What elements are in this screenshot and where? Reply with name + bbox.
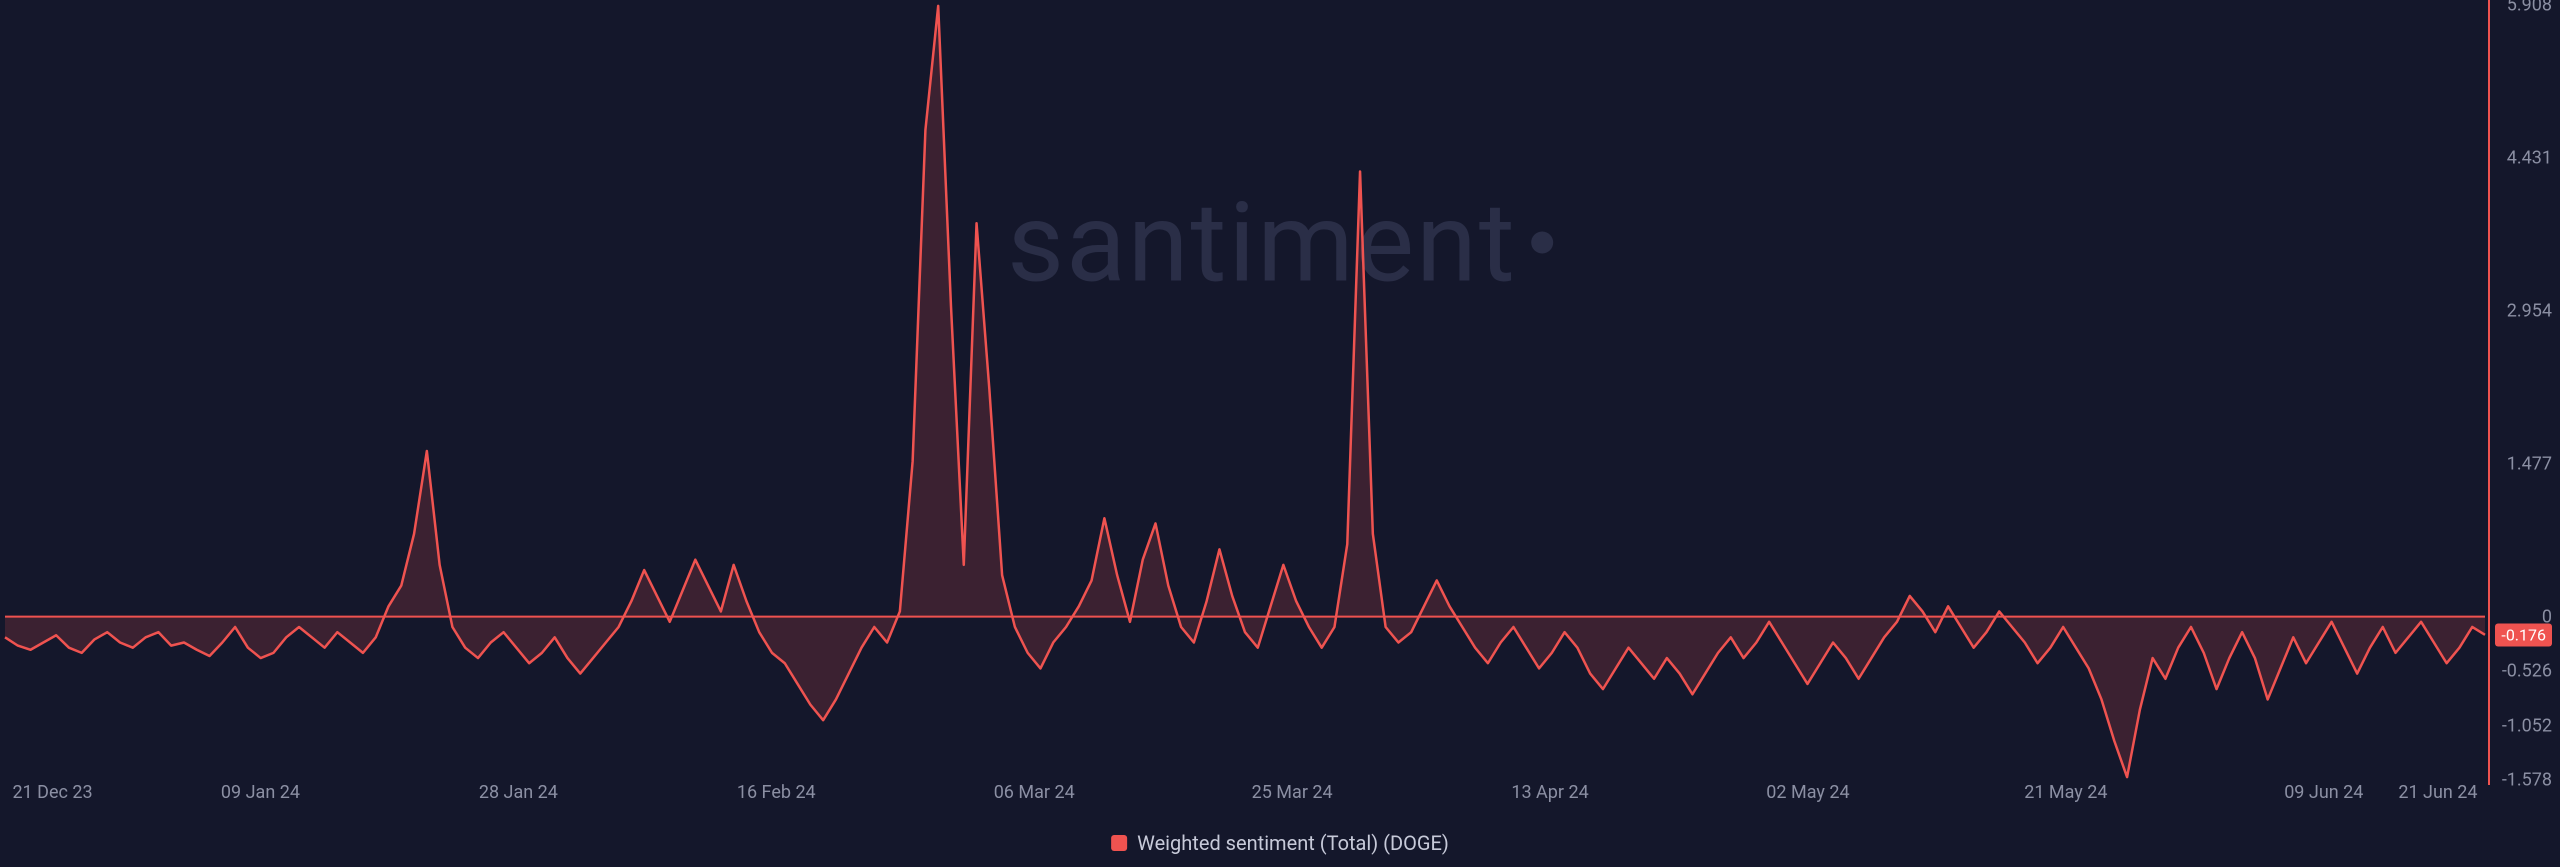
y-tick-label: 5.908 (2507, 0, 2552, 16)
y-tick-label: 2.954 (2507, 300, 2552, 321)
current-value-badge: -0.176 (2495, 623, 2552, 646)
y-tick-label: -1.052 (2502, 715, 2552, 736)
x-axis: 21 Dec 23 09 Jan 24 28 Jan 24 16 Feb 24 06 M… (0, 782, 2490, 812)
x-tick-label: 16 Feb 24 (737, 782, 816, 803)
x-tick-label: 21 May 24 (2024, 782, 2107, 803)
y-axis: 5.9084.4312.9541.4770-0.526-1.052-1.578-… (2490, 0, 2560, 785)
y-tick-label: -0.526 (2502, 661, 2552, 682)
x-tick-label: 09 Jan 24 (221, 782, 300, 803)
legend-swatch (1111, 835, 1127, 851)
x-tick-label: 02 May 24 (1766, 782, 1849, 803)
y-tick-label: 4.431 (2507, 147, 2552, 168)
x-tick-label: 28 Jan 24 (479, 782, 558, 803)
y-tick-label: 1.477 (2507, 453, 2552, 474)
legend: Weighted sentiment (Total) (DOGE) (1111, 831, 1449, 855)
sentiment-line-chart (0, 0, 2490, 785)
x-tick-label: 21 Dec 23 (12, 782, 92, 803)
series-area-fill (5, 6, 2485, 777)
chart-plot-area[interactable] (0, 0, 2490, 785)
x-tick-label: 25 Mar 24 (1252, 782, 1333, 803)
x-tick-label: 06 Mar 24 (994, 782, 1075, 803)
x-tick-label: 21 Jun 24 (2398, 782, 2477, 803)
legend-label: Weighted sentiment (Total) (DOGE) (1137, 831, 1449, 855)
y-tick-label: -1.578 (2502, 770, 2552, 791)
x-tick-label: 09 Jun 24 (2284, 782, 2363, 803)
x-tick-label: 13 Apr 24 (1511, 782, 1588, 803)
